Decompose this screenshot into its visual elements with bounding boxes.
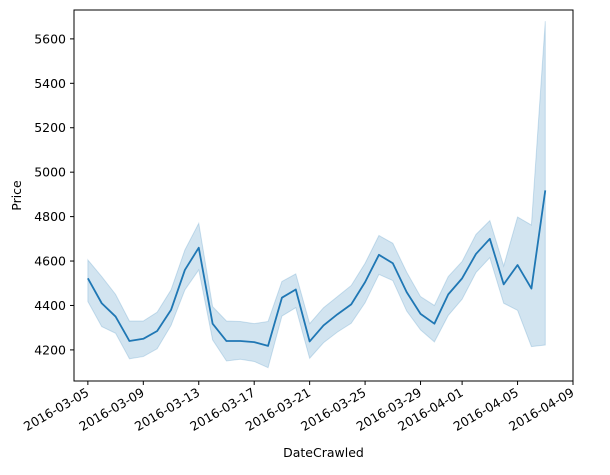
x-axis-label: DateCrawled	[283, 445, 364, 460]
y-tick-label: 4600	[34, 254, 66, 269]
plot-frame	[73, 9, 574, 382]
y-tick-label: 4200	[34, 342, 66, 357]
series-line	[87, 190, 547, 347]
y-tick-label: 5400	[34, 76, 66, 91]
y-tick-label: 4400	[34, 298, 66, 313]
y-tick-label: 4800	[34, 209, 66, 224]
confidence-band	[87, 21, 546, 369]
y-tick-label: 5000	[34, 165, 66, 180]
y-axis-label: Price	[9, 180, 24, 211]
y-tick-label: 5200	[34, 120, 66, 135]
y-tick-label: 5600	[34, 31, 66, 46]
